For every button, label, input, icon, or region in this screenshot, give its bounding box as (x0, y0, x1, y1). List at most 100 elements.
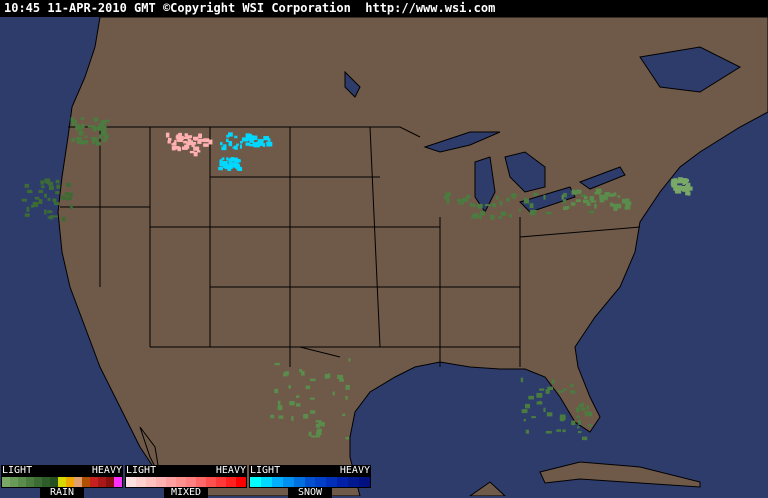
radar-echo (547, 386, 554, 391)
radar-echo (559, 414, 566, 418)
radar-echo (256, 141, 263, 144)
legend-name: SNOW (288, 488, 332, 498)
legend-name: MIXED (164, 488, 208, 498)
legend-light-label: LIGHT (2, 465, 33, 476)
radar-echo (628, 201, 632, 206)
radar-echo (248, 133, 252, 136)
radar-echo (588, 411, 593, 417)
radar-echo (227, 132, 233, 137)
radar-echo (222, 161, 228, 164)
radar-echo (305, 385, 311, 390)
radar-echo (543, 407, 546, 413)
radar-echo (626, 201, 630, 207)
radar-echo (523, 418, 526, 422)
radar-echo (315, 431, 322, 436)
radar-echo (181, 146, 188, 150)
radar-echo (561, 194, 564, 200)
radar-echo (604, 192, 610, 197)
radar-echo (226, 157, 229, 161)
radar-echo (577, 426, 580, 429)
radar-echo (605, 196, 608, 201)
radar-echo (512, 195, 516, 199)
radar-echo (327, 373, 331, 379)
radar-echo (223, 144, 227, 147)
radar-echo (56, 184, 61, 189)
radar-echo (249, 138, 253, 141)
radar-echo (47, 180, 51, 183)
radar-echo (594, 203, 597, 209)
radar-echo (688, 182, 691, 188)
radar-echo (71, 122, 75, 127)
radar-echo (93, 117, 99, 122)
radar-echo (197, 139, 202, 144)
radar-echo (525, 429, 530, 434)
radar-echo (221, 146, 227, 151)
radar-echo (471, 214, 475, 219)
radar-echo (509, 214, 513, 218)
radar-echo (559, 415, 566, 420)
radar-echo (176, 134, 180, 139)
header-bar: 10:45 11-APR-2010 GMT ©Copyright WSI Cor… (0, 0, 768, 17)
radar-echo (342, 413, 346, 417)
radar-echo (193, 151, 198, 157)
radar-echo (75, 124, 80, 130)
radar-echo (247, 137, 250, 141)
radar-echo (595, 188, 602, 194)
radar-echo (229, 165, 233, 170)
radar-echo (220, 142, 223, 146)
radar-echo (685, 183, 690, 187)
radar-echo (225, 164, 232, 167)
radar-echo (104, 134, 109, 140)
radar-echo (289, 402, 294, 406)
radar-echo (100, 129, 106, 135)
radar-echo (187, 138, 192, 142)
radar-echo (80, 117, 85, 120)
land-cuba (539, 461, 701, 488)
radar-echo (92, 140, 96, 145)
radar-echo (622, 198, 628, 204)
radar-echo (339, 378, 344, 382)
radar-echo (183, 140, 188, 144)
legend-name: RAIN (40, 488, 84, 498)
radar-echo (562, 429, 566, 433)
radar-echo (462, 197, 468, 202)
radar-echo (559, 418, 565, 422)
radar-echo (228, 158, 233, 163)
radar-echo (235, 163, 240, 169)
radar-echo (681, 178, 686, 183)
radar-echo (576, 415, 580, 418)
radar-echo (584, 411, 589, 416)
legend-light-label: LIGHT (126, 465, 157, 476)
radar-echo (66, 182, 71, 187)
radar-echo (496, 196, 499, 200)
radar-echo (533, 192, 538, 197)
radar-echo (184, 133, 188, 137)
radar-echo (301, 370, 305, 376)
radar-echo (546, 412, 553, 417)
radar-echo (75, 136, 82, 141)
radar-echo (219, 159, 223, 162)
radar-echo (609, 202, 614, 207)
radar-echo (671, 180, 676, 184)
radar-echo (295, 403, 301, 407)
radar-echo (616, 203, 622, 209)
radar-echo (231, 164, 237, 168)
radar-echo (684, 186, 688, 191)
radar-echo (458, 202, 465, 205)
radar-echo (545, 211, 552, 215)
radar-echo (267, 138, 271, 142)
copyright: ©Copyright WSI Corporation (162, 1, 351, 15)
radar-echo (274, 388, 279, 394)
radar-echo (562, 199, 567, 204)
radar-echo (236, 143, 239, 146)
radar-echo (609, 193, 615, 197)
radar-echo (499, 200, 503, 206)
radar-echo (33, 202, 39, 207)
radar-echo (198, 133, 203, 139)
radar-echo (671, 178, 677, 183)
radar-echo (674, 189, 681, 194)
radar-echo (228, 140, 232, 146)
radar-echo (175, 146, 180, 149)
radar-echo (167, 140, 171, 144)
radar-echo (253, 144, 260, 148)
